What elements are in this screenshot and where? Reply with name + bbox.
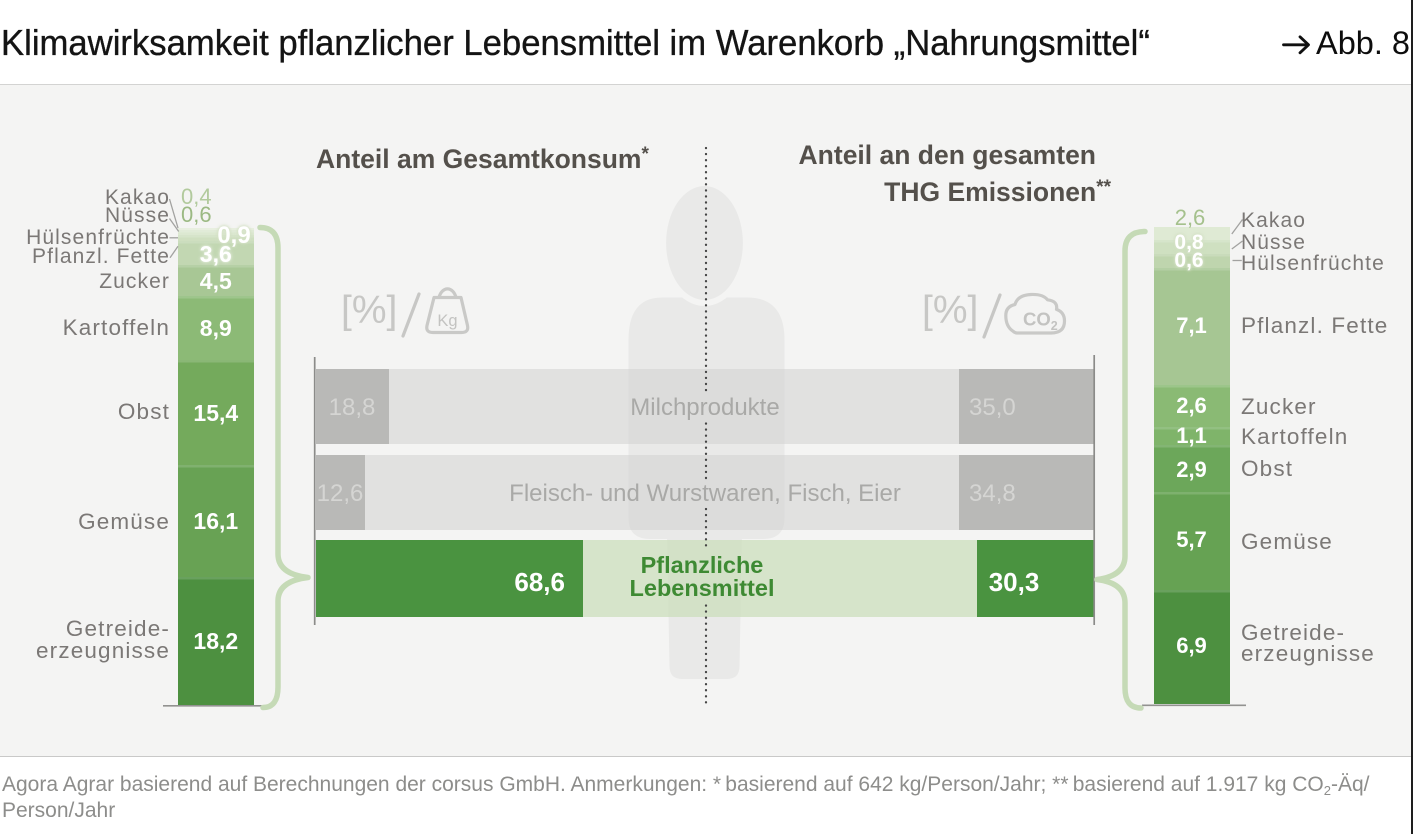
svg-text:CO2: CO2 <box>1023 309 1058 334</box>
svg-text:Kg: Kg <box>437 312 457 330</box>
